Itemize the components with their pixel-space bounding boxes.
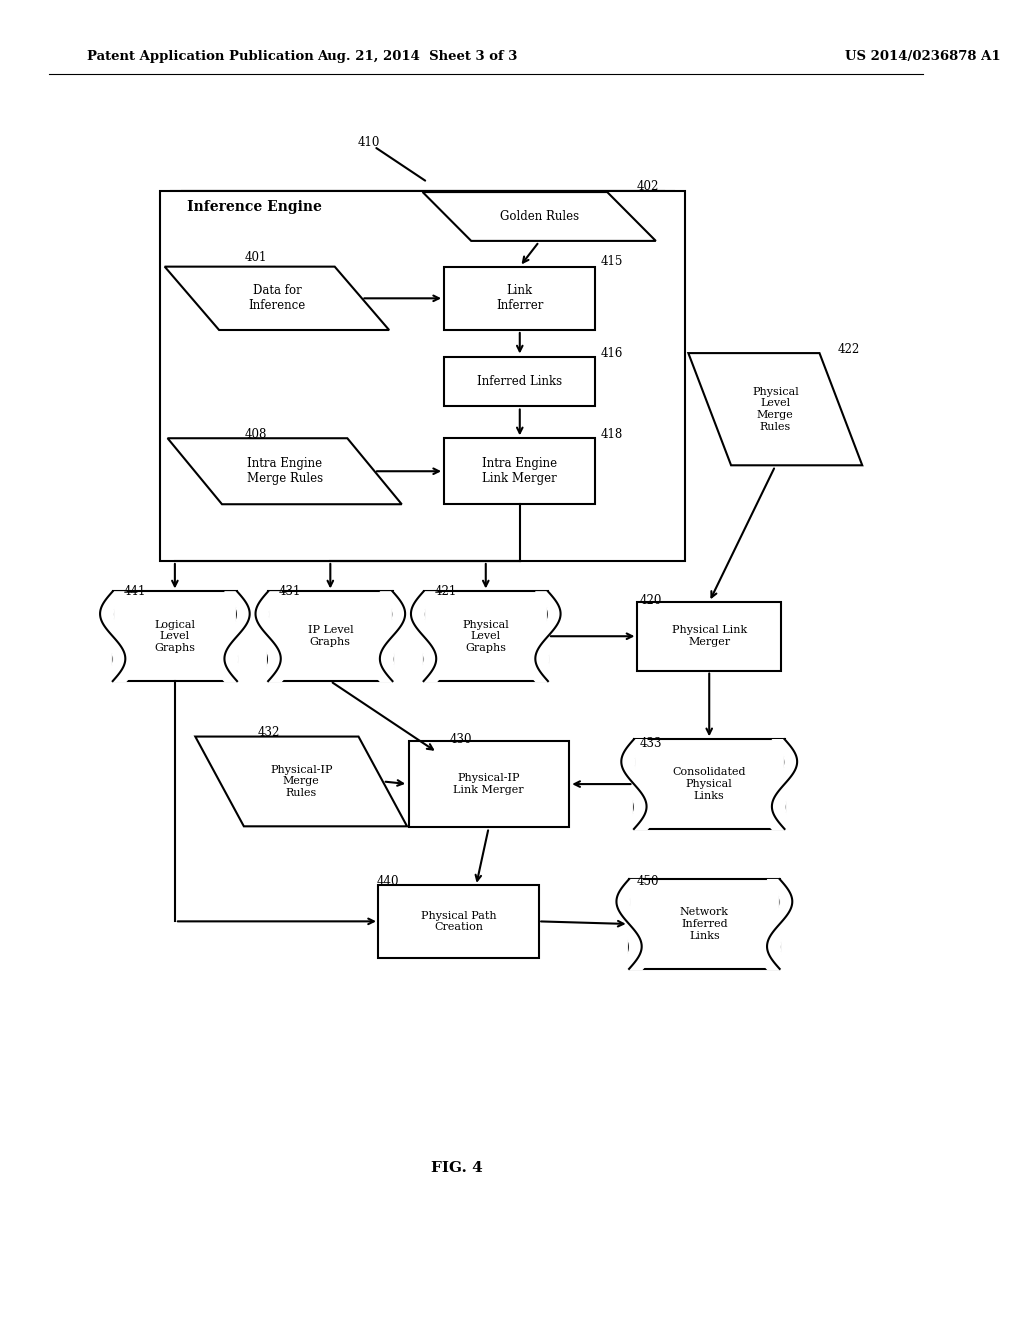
Bar: [424, 591, 548, 681]
Text: US 2014/0236878 A1: US 2014/0236878 A1: [845, 50, 1000, 63]
Text: Network
Inferred
Links: Network Inferred Links: [680, 907, 729, 941]
Text: Logical
Level
Graphs: Logical Level Graphs: [155, 619, 196, 653]
Bar: [634, 739, 784, 829]
Text: Physical Path
Creation: Physical Path Creation: [421, 911, 497, 932]
Bar: [444, 267, 595, 330]
Text: FIG. 4: FIG. 4: [431, 1162, 482, 1175]
Text: 402: 402: [636, 180, 658, 193]
Polygon shape: [168, 438, 401, 504]
Polygon shape: [688, 354, 862, 466]
Text: 415: 415: [600, 255, 623, 268]
Text: IP Level
Graphs: IP Level Graphs: [307, 626, 353, 647]
Text: 401: 401: [245, 251, 267, 264]
Bar: [444, 438, 595, 504]
Text: 422: 422: [838, 343, 860, 356]
Bar: [161, 191, 685, 561]
Bar: [379, 886, 539, 958]
Text: Inferred Links: Inferred Links: [477, 375, 562, 388]
Bar: [637, 602, 781, 671]
Bar: [629, 879, 779, 969]
Text: Golden Rules: Golden Rules: [500, 210, 579, 223]
Text: 421: 421: [434, 585, 457, 598]
Text: Intra Engine
Link Merger: Intra Engine Link Merger: [482, 457, 557, 486]
Text: 440: 440: [377, 875, 399, 888]
Text: 410: 410: [357, 136, 380, 149]
Text: 418: 418: [600, 428, 623, 441]
Bar: [113, 591, 238, 681]
Bar: [409, 741, 569, 826]
Text: 430: 430: [450, 733, 472, 746]
Polygon shape: [165, 267, 389, 330]
Text: Data for
Inference: Data for Inference: [248, 284, 305, 313]
Text: Physical
Level
Graphs: Physical Level Graphs: [463, 619, 509, 653]
Text: 416: 416: [600, 347, 623, 360]
Text: Inference Engine: Inference Engine: [186, 201, 322, 214]
Text: Aug. 21, 2014  Sheet 3 of 3: Aug. 21, 2014 Sheet 3 of 3: [317, 50, 518, 63]
Text: Intra Engine
Merge Rules: Intra Engine Merge Rules: [247, 457, 323, 486]
Text: 433: 433: [639, 737, 662, 750]
Bar: [444, 356, 595, 407]
Text: Consolidated
Physical
Links: Consolidated Physical Links: [673, 767, 745, 801]
Text: Physical Link
Merger: Physical Link Merger: [672, 626, 746, 647]
Text: Patent Application Publication: Patent Application Publication: [87, 50, 314, 63]
Text: 420: 420: [639, 594, 662, 607]
Text: Physical-IP
Merge
Rules: Physical-IP Merge Rules: [270, 764, 333, 799]
Text: 441: 441: [123, 585, 145, 598]
Text: 432: 432: [257, 726, 280, 739]
Polygon shape: [196, 737, 408, 826]
Text: Link
Inferrer: Link Inferrer: [496, 284, 544, 313]
Polygon shape: [423, 193, 655, 242]
Bar: [268, 591, 392, 681]
Text: Physical-IP
Link Merger: Physical-IP Link Merger: [454, 774, 524, 795]
Text: 431: 431: [279, 585, 301, 598]
Text: 450: 450: [636, 875, 658, 888]
Text: 408: 408: [245, 428, 267, 441]
Bar: [171, 191, 674, 556]
Bar: [181, 191, 664, 549]
Text: Physical
Level
Merge
Rules: Physical Level Merge Rules: [752, 387, 799, 432]
